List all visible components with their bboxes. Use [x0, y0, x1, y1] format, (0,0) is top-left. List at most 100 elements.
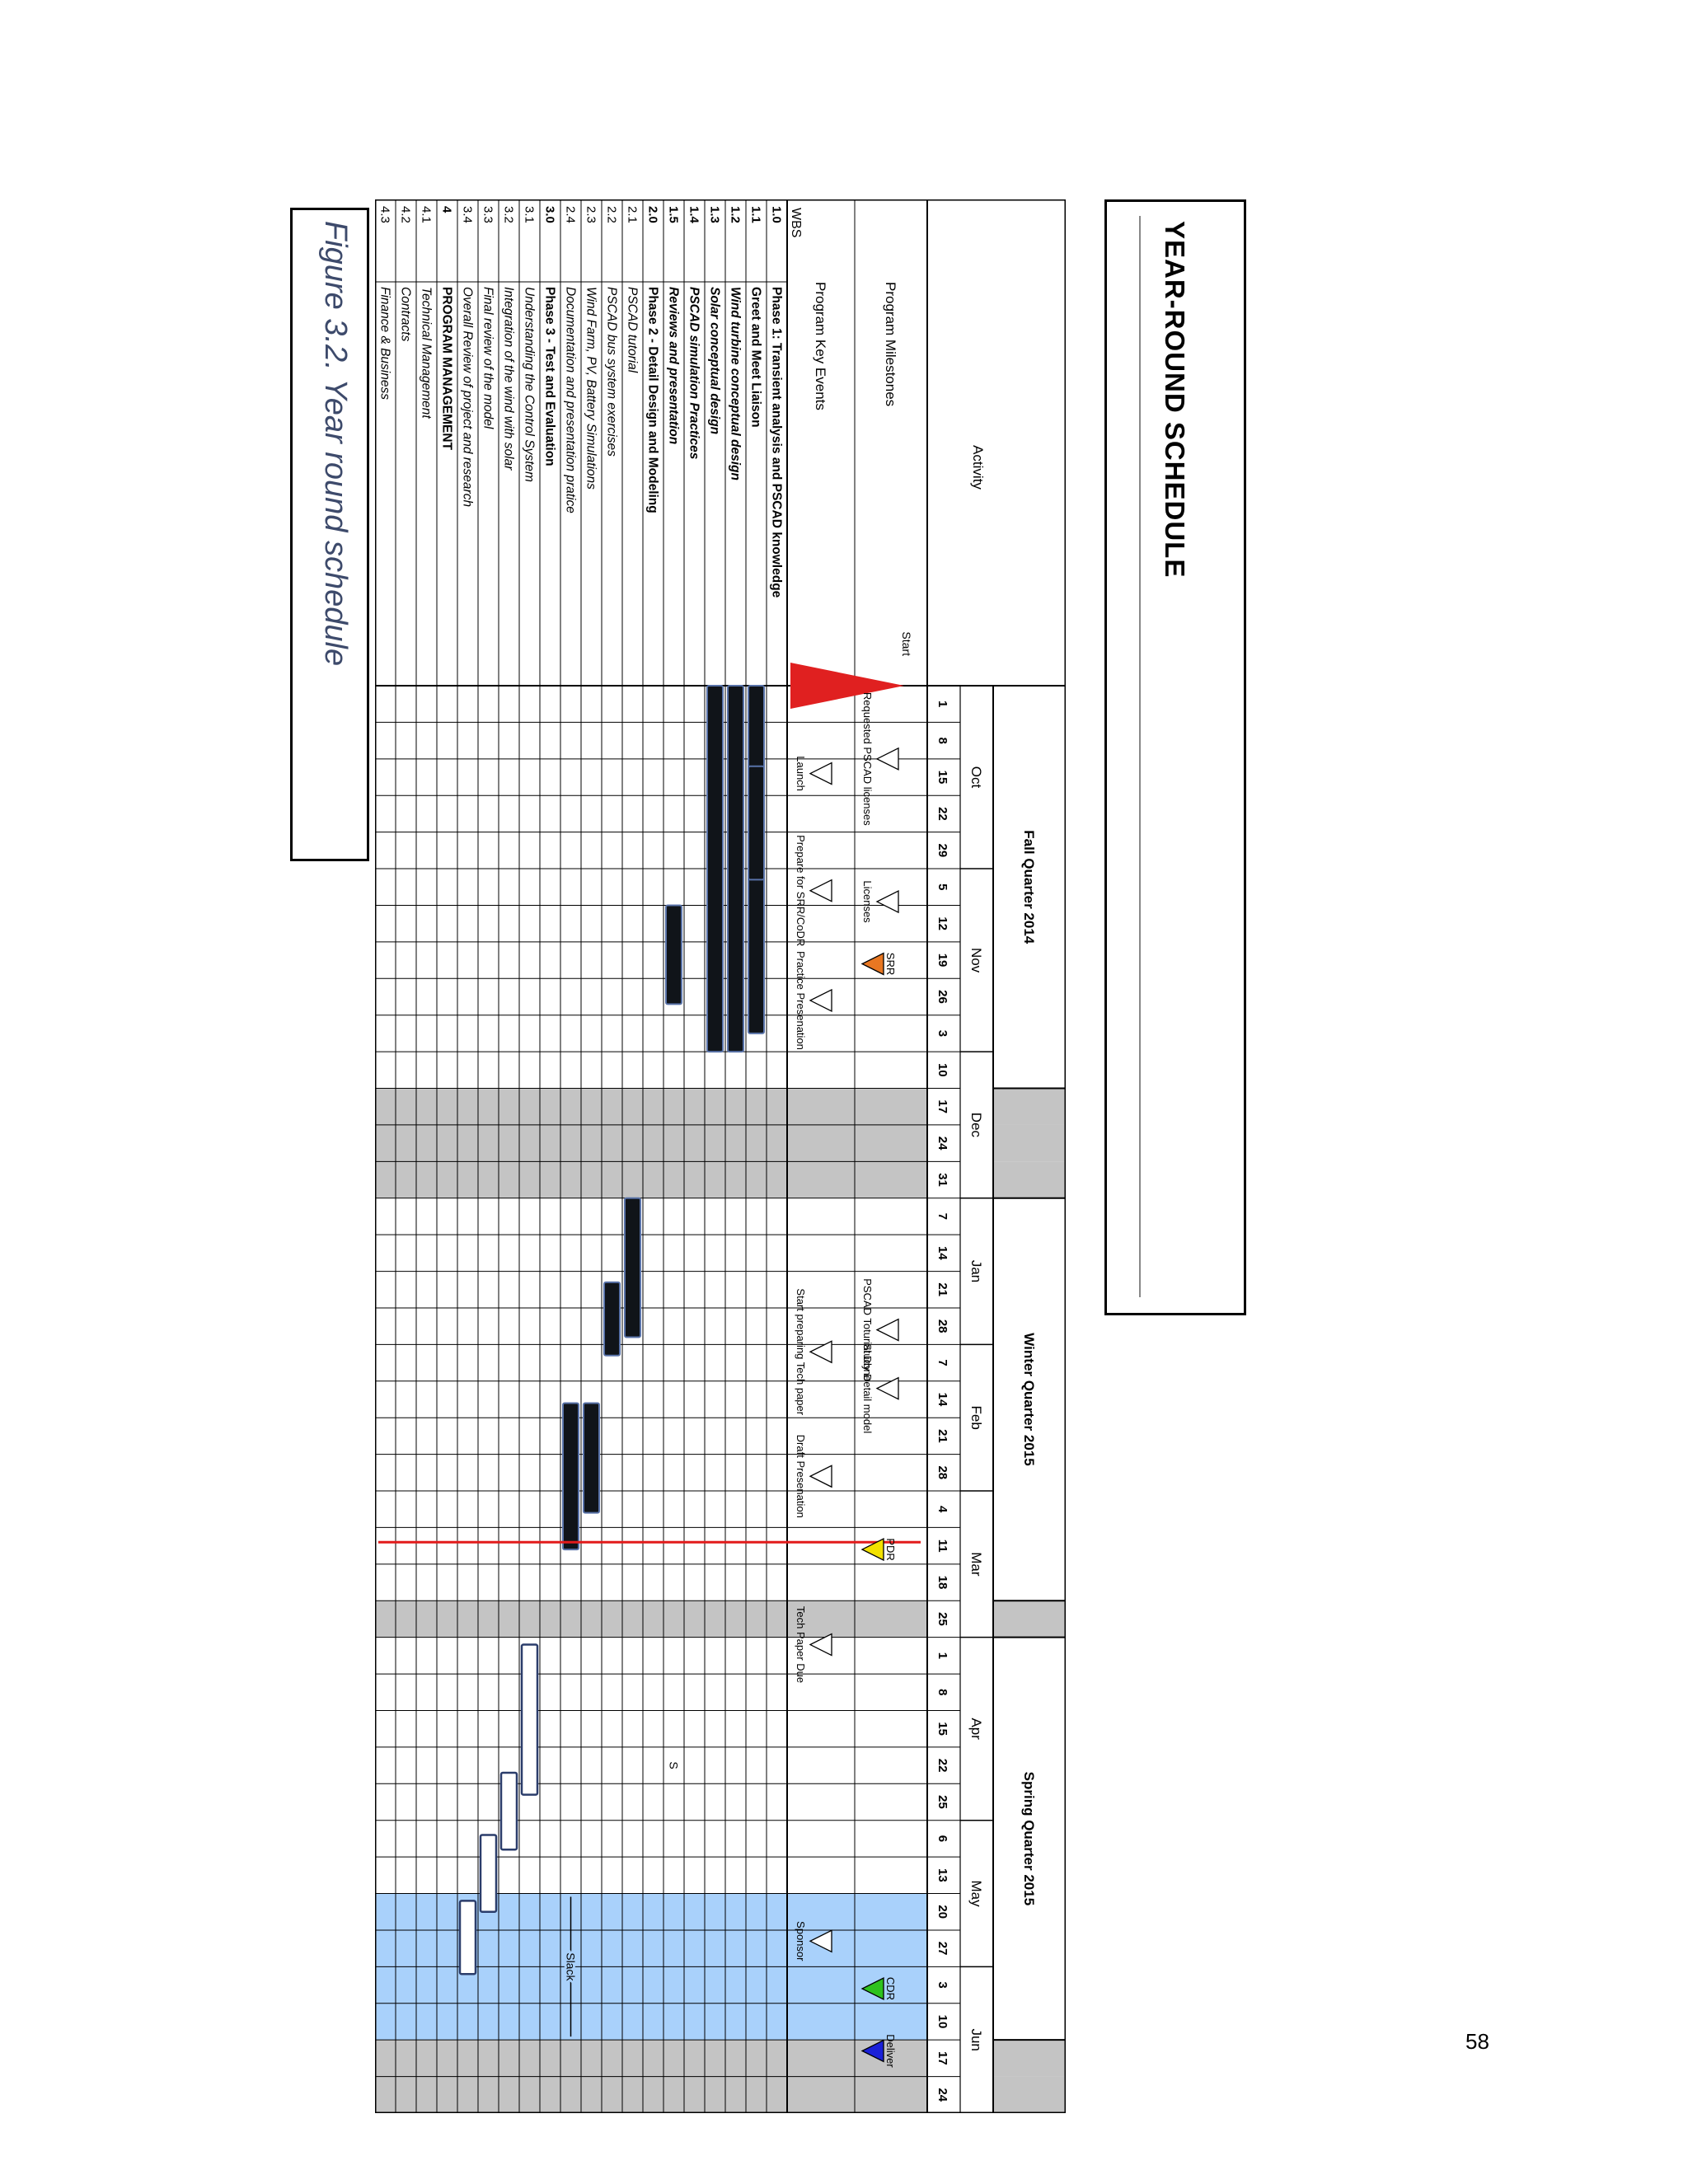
start-flag-icon	[790, 663, 904, 709]
wbs-code: 4.3	[378, 206, 392, 223]
milestone-label: Draft Presenation	[795, 1435, 807, 1518]
week-label: 25	[935, 1612, 950, 1626]
milestone-triangle-icon	[809, 762, 832, 785]
wbs-code: 1.1	[749, 206, 763, 223]
week-label: 11	[935, 1540, 950, 1553]
week-label: 17	[935, 2051, 950, 2065]
wbs-code: 4.2	[399, 206, 413, 223]
shaded-quarter-cell	[993, 1124, 1066, 1162]
milestone-triangle-icon	[809, 1465, 832, 1488]
wbs-code: 3.3	[481, 206, 495, 223]
activity-name: Reviews and presentation	[667, 287, 681, 444]
shaded-week-column	[375, 2076, 927, 2114]
activity-name: PSCAD simulation Practices	[687, 287, 701, 460]
week-label: 20	[935, 1905, 950, 1919]
page-title: Year-Round Schedule	[1160, 221, 1190, 579]
shaded-week-column	[375, 2040, 927, 2077]
wbs-code: 3.0	[543, 206, 557, 223]
week-label: 24	[935, 1137, 950, 1151]
milestone-label: Deliver	[884, 2034, 897, 2068]
wbs-code: 1.0	[770, 206, 784, 223]
week-label: 4	[935, 1506, 950, 1513]
program-milestones-label: Program Milestones	[883, 282, 898, 406]
milestone-label: SRR	[884, 953, 897, 975]
milestone-label: Study Detail model	[861, 1343, 874, 1433]
caption-box	[290, 208, 369, 861]
week-label: 24	[935, 2088, 950, 2102]
slack-label: Slack	[565, 1952, 578, 1981]
activity-name: Documentation and presentation pratice	[564, 287, 578, 513]
gantt-chart: Fall Quarter 2014 Winter Quarter 2015 Spri…	[373, 198, 1067, 2115]
wbs-code: 3.2	[502, 206, 516, 223]
milestone-label: PSCAD Toturial Done	[861, 1278, 874, 1381]
milestone-label: Licenses	[861, 880, 874, 923]
week-label: 22	[935, 807, 950, 821]
week-label: 6	[935, 1835, 950, 1842]
wbs-code: 1.2	[729, 206, 743, 223]
activity-name: Phase 1: Transient analysis and PSCAD kn…	[770, 287, 784, 598]
activity-name: Wind Farm, PV, Battery Simulations	[584, 287, 598, 490]
gantt-bar	[520, 1643, 539, 1796]
milestone-triangle-icon	[809, 1633, 832, 1657]
activity-name: Phase 3 - Test and Evaluation	[543, 287, 557, 466]
milestone-triangle-icon	[875, 1318, 899, 1342]
quarter-label: Winter Quarter 2015	[1021, 1333, 1037, 1465]
milestone-label: Start	[900, 631, 913, 656]
shaded-quarter-cell	[993, 1601, 1066, 1638]
month-label: Mar	[968, 1552, 984, 1577]
wbs-code: 3.4	[461, 206, 475, 223]
week-label: 18	[935, 1576, 950, 1590]
month-label: Apr	[968, 1718, 984, 1740]
month-label: Nov	[968, 948, 984, 973]
shaded-quarter-cell	[993, 1161, 1066, 1198]
milestone-triangle-icon	[809, 879, 832, 902]
milestone-triangle-icon	[875, 889, 899, 914]
activity-name: Finance & Business	[378, 287, 392, 400]
shaded-week-column	[375, 1088, 927, 1125]
week-label: 8	[935, 1689, 950, 1695]
wbs-code: 2.3	[584, 206, 598, 223]
activity-name: Phase 2 - Detail Design and Modeling	[646, 287, 660, 513]
week-label: 12	[935, 916, 950, 930]
activity-name: Greet and Meet Liaison	[749, 287, 763, 428]
month-label: Dec	[968, 1113, 984, 1138]
milestone-label: Sponsor	[795, 1921, 807, 1961]
week-label: 15	[935, 1722, 950, 1736]
shaded-quarter-cell	[993, 1088, 1066, 1125]
month-label: May	[968, 1880, 984, 1907]
month-label: Jun	[968, 2028, 984, 2050]
milestone-label: Prepare for SRR/CoDR	[795, 835, 807, 946]
week-label: 7	[935, 1213, 950, 1220]
gantt-bar	[499, 1771, 518, 1851]
week-label: 28	[935, 1465, 950, 1479]
week-label: 1	[935, 1652, 950, 1659]
milestone-triangle-icon	[875, 747, 899, 771]
milestone-label: PDR	[884, 1538, 897, 1560]
milestone-label: CDR	[884, 1977, 897, 2000]
week-label: 25	[935, 1795, 950, 1809]
activity-name: Solar conceptual design	[708, 287, 722, 434]
gantt-bar	[624, 1197, 641, 1338]
activity-name: Wind turbine conceptual design	[729, 287, 743, 480]
wbs-code: 1.5	[667, 206, 681, 223]
gantt-bar	[479, 1834, 498, 1913]
gantt-bar	[727, 685, 744, 1053]
week-label: 1	[935, 701, 950, 707]
week-label: 19	[935, 954, 950, 968]
week-label: 7	[935, 1359, 950, 1366]
week-label: 29	[935, 844, 950, 858]
wbs-code: 3.1	[523, 206, 537, 223]
gantt-svg: Fall Quarter 2014 Winter Quarter 2015 Spri…	[373, 198, 1067, 2115]
wbs-code: 1.4	[687, 206, 701, 224]
shaded-quarter-cell	[993, 2040, 1066, 2077]
week-label: 14	[935, 1393, 950, 1407]
shaded-week-column	[375, 1601, 927, 1638]
week-label: 31	[935, 1173, 950, 1187]
activity-name: Integration of the wind with solar	[502, 287, 516, 471]
milestone-triangle-icon	[809, 1929, 832, 1953]
month-label: Oct	[968, 766, 984, 789]
month-label: Jan	[968, 1260, 984, 1282]
wbs-code: 4	[440, 206, 454, 213]
activity-name: Technical Management	[420, 287, 434, 419]
week-label: 26	[935, 990, 950, 1004]
